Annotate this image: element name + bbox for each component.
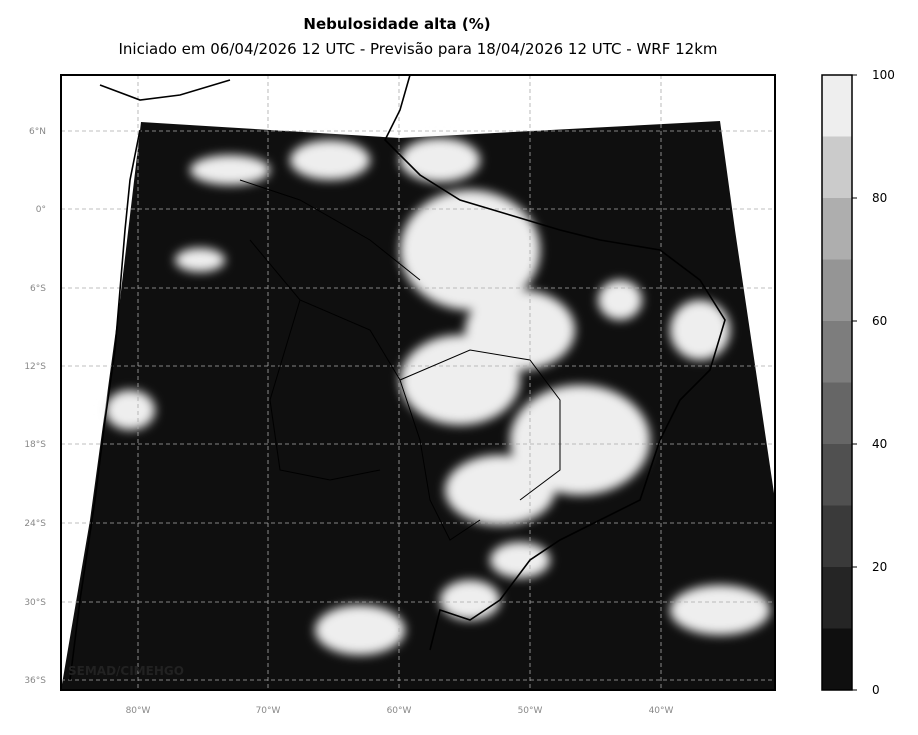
colorbar-tick-label: 100 — [872, 68, 895, 82]
watermark: SEMAD/CIMEHGO — [68, 664, 184, 678]
colorbar-band — [822, 567, 852, 629]
map: SEMAD/CIMEHGO — [61, 75, 775, 690]
coastline — [69, 75, 726, 681]
lat-label: 24°S — [24, 519, 46, 529]
colorbar-band — [822, 382, 852, 444]
lon-label: 50°W — [518, 706, 543, 716]
lon-label: 40°W — [649, 706, 674, 716]
lat-label: 36°S — [24, 676, 46, 686]
colorbar: 0 20 40 60 80 100 — [821, 68, 895, 697]
lon-label: 70°W — [256, 706, 281, 716]
colorbar-band — [822, 505, 852, 567]
title: Nebulosidade alta (%) — [303, 15, 490, 33]
borders — [239, 179, 561, 541]
colorbar-band — [822, 628, 852, 690]
colorbar-frame — [821, 74, 853, 691]
subtitle: Iniciado em 06/04/2026 12 UTC - Previsão… — [118, 40, 717, 58]
colorbar-band — [822, 444, 852, 506]
lat-label: 0° — [36, 205, 46, 215]
colorbar-tick-label: 80 — [872, 191, 887, 205]
colorbar-tick-label: 60 — [872, 314, 887, 328]
colorbar-band — [822, 321, 852, 383]
colorbar-band — [822, 198, 852, 260]
map-frame — [60, 74, 776, 691]
lat-label: 12°S — [24, 362, 46, 372]
colorbar-tick-label: 0 — [872, 683, 880, 697]
lat-label: 30°S — [24, 598, 46, 608]
grid — [61, 75, 775, 690]
lat-label: 6°S — [30, 284, 46, 294]
colorbar-tick-label: 20 — [872, 560, 887, 574]
lat-label: 6°N — [29, 127, 46, 137]
lon-label: 80°W — [126, 706, 151, 716]
lat-label: 18°S — [24, 440, 46, 450]
colorbar-band — [822, 136, 852, 198]
colorbar-tick-label: 40 — [872, 437, 887, 451]
colorbar-band — [822, 75, 852, 137]
cloud-cover — [105, 138, 770, 655]
colorbar-band — [822, 259, 852, 321]
lon-label: 60°W — [387, 706, 412, 716]
